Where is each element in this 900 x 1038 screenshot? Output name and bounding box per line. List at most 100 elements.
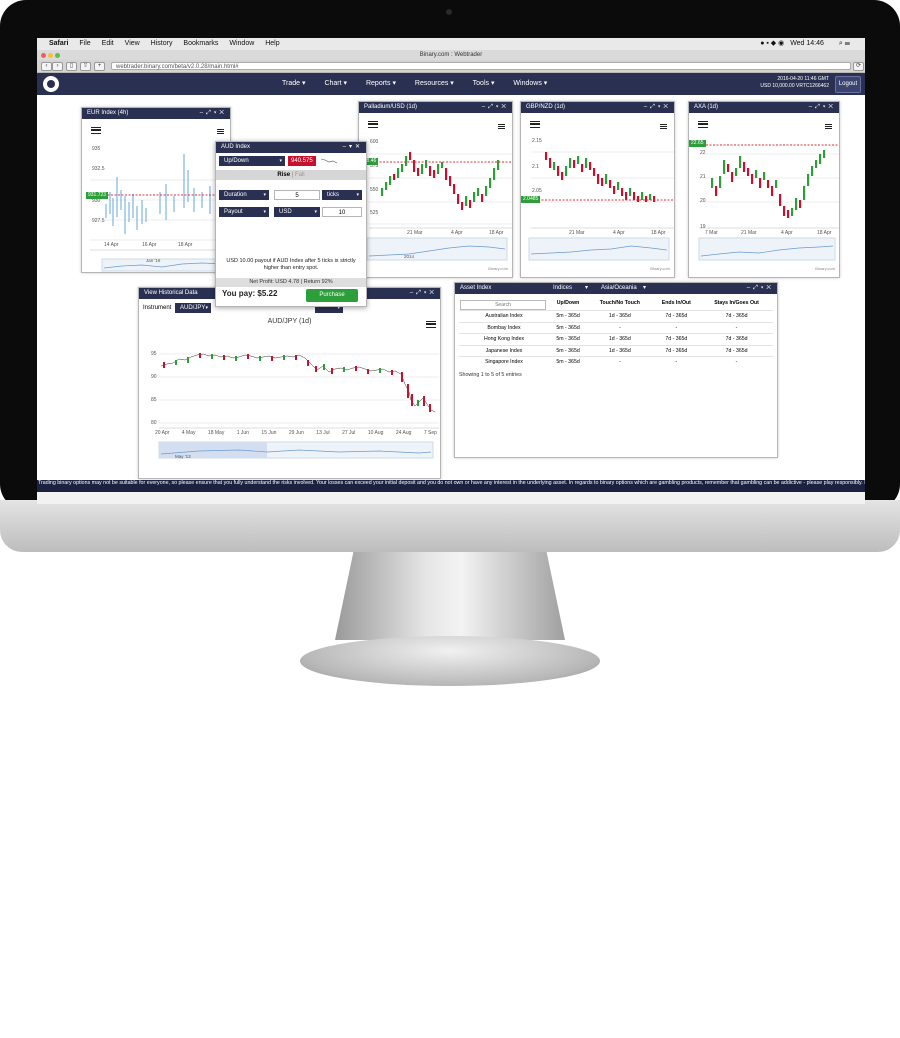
- x-tick: 21 Mar: [741, 230, 757, 236]
- sidebar-icon[interactable]: ▯: [66, 62, 77, 71]
- main-menu: Trade ▾ Chart ▾ Reports ▾ Resources ▾ To…: [282, 73, 564, 95]
- menu-icon[interactable]: [368, 121, 378, 128]
- reader-icon[interactable]: ⟳: [853, 62, 864, 71]
- duration-dropdown[interactable]: Duration: [219, 190, 269, 200]
- eur-index-chart[interactable]: [82, 122, 230, 272]
- column-header[interactable]: Up/Down: [556, 300, 580, 306]
- asset-index-table: Up/Down Touch/No Touch Ends In/Out Stays…: [459, 296, 773, 368]
- y-tick: 2.05: [532, 188, 542, 194]
- window-controls-icon[interactable]: –▾✕: [342, 144, 363, 150]
- y-tick: 2.15: [532, 138, 542, 144]
- minimize-window-icon[interactable]: [48, 53, 53, 58]
- axa-candlestick-chart[interactable]: [689, 116, 839, 276]
- window-header[interactable]: AUD Index –▾✕: [216, 142, 366, 153]
- axa-chart-window: AXA (1d) –⤢▾✕ 22.65 22 21 20 19 7 Mar 21 …: [688, 101, 840, 278]
- rise-fall-tabs: Rise | Fall: [216, 170, 366, 180]
- price-series: [160, 353, 436, 413]
- forward-icon[interactable]: ›: [52, 62, 63, 71]
- rise-tab[interactable]: Rise: [277, 172, 291, 178]
- gbpnzd-chart-window: GBP/NZD (1d) –⤢▾✕ 2.15 2.1 2.05 2.0485 21…: [520, 101, 675, 278]
- payout-dropdown[interactable]: Payout: [219, 207, 269, 217]
- chart-options-icon[interactable]: [660, 124, 667, 129]
- market-filter-arrow-icon[interactable]: ▾: [585, 285, 589, 291]
- window-header[interactable]: GBP/NZD (1d) –⤢▾✕: [521, 102, 674, 113]
- amount-input[interactable]: 10: [322, 207, 362, 217]
- monitor-base: [300, 636, 600, 686]
- contract-type-dropdown[interactable]: Up/Down: [219, 156, 285, 166]
- search-icon[interactable]: ⌕ ☰: [838, 40, 850, 47]
- y-tick: 927.5: [92, 218, 105, 224]
- menu-icon[interactable]: [698, 121, 708, 128]
- chart-options-icon[interactable]: [825, 124, 832, 129]
- nav-chart[interactable]: Chart ▾: [324, 80, 348, 87]
- instrument-dropdown[interactable]: AUD/JPY: [175, 303, 211, 313]
- x-tick: 29 Jun: [288, 430, 304, 436]
- back-icon[interactable]: ‹: [41, 62, 52, 71]
- menu-help[interactable]: Help: [265, 40, 280, 47]
- chart-options-icon[interactable]: [498, 124, 505, 129]
- y-tick: 2.1: [532, 164, 539, 170]
- fall-tab[interactable]: Fall: [294, 172, 305, 178]
- nav-windows[interactable]: Windows ▾: [513, 80, 548, 87]
- market-filter-dropdown[interactable]: Indices: [553, 285, 573, 291]
- duration-unit-dropdown[interactable]: ticks: [322, 190, 362, 200]
- nav-trade[interactable]: Trade ▾: [282, 80, 306, 87]
- add-tab-icon[interactable]: +: [94, 62, 105, 71]
- timeframe-dropdown[interactable]: [315, 303, 343, 313]
- currency-dropdown[interactable]: USD: [274, 207, 320, 217]
- mac-menu-bar: Safari File Edit View History Bookmarks …: [37, 38, 865, 50]
- palladium-candlestick-chart[interactable]: [359, 116, 512, 276]
- address-bar[interactable]: webtrader.binary.com/beta/v2.0.28/main.h…: [111, 61, 851, 70]
- window-header[interactable]: AXA (1d) –⤢▾✕: [689, 102, 839, 113]
- window-controls-icon[interactable]: –⤢▾✕: [409, 290, 437, 296]
- column-header[interactable]: Ends In/Out: [661, 300, 691, 306]
- window-controls-icon[interactable]: –⤢▾✕: [481, 104, 509, 110]
- column-header[interactable]: Touch/No Touch: [599, 300, 640, 306]
- gbpnzd-candlestick-chart[interactable]: [521, 116, 674, 276]
- menu-history[interactable]: History: [150, 40, 173, 47]
- menu-icon[interactable]: [91, 127, 101, 134]
- menu-view[interactable]: View: [124, 40, 140, 47]
- nav-reports[interactable]: Reports ▾: [365, 80, 396, 87]
- purchase-button[interactable]: Purchase: [306, 289, 358, 302]
- x-tick: 4 Apr: [613, 230, 625, 236]
- window-title: EUR Index (4h): [87, 110, 129, 116]
- menu-file[interactable]: File: [79, 40, 91, 47]
- credit: Binary.com: [488, 266, 508, 271]
- historical-candlestick-chart[interactable]: [139, 326, 440, 476]
- menu-bookmarks[interactable]: Bookmarks: [183, 40, 219, 47]
- net-profit: Net Profit: USD 4.78 | Return 92%: [216, 278, 366, 287]
- current-price-label: 22.65: [689, 140, 706, 147]
- menu-icon[interactable]: [426, 321, 436, 328]
- chart-options-icon[interactable]: [217, 129, 224, 134]
- window-header[interactable]: Palladium/USD (1d) –⤢▾✕: [359, 102, 512, 113]
- window-header[interactable]: EUR Index (4h) –⤢▾✕: [82, 108, 230, 119]
- menu-icon[interactable]: [530, 121, 540, 128]
- instrument-label: Instrument: [143, 305, 172, 311]
- binary-logo-icon[interactable]: [43, 76, 59, 92]
- x-tick: 18 Apr: [817, 230, 832, 236]
- window-controls-icon[interactable]: –⤢▾✕: [643, 104, 671, 110]
- x-axis-ticks: 20 Apr 4 May 18 May 1 Jun 15 Jun 29 Jun 13 Jul…: [155, 430, 437, 436]
- region-filter-dropdown[interactable]: Asia/Oceania: [601, 285, 637, 291]
- menu-window[interactable]: Window: [229, 40, 255, 47]
- region-filter-arrow-icon[interactable]: ▾: [643, 285, 647, 291]
- account-info: 2016-04-20 11:46 GMT USD 10,000.00 VRTC1…: [759, 76, 829, 90]
- zoom-window-icon[interactable]: [55, 53, 60, 58]
- window-controls-icon[interactable]: –⤢▾✕: [808, 104, 836, 110]
- search-input[interactable]: [460, 300, 546, 310]
- mac-app-name[interactable]: Safari: [49, 40, 69, 47]
- column-header[interactable]: Stays In/Goes Out: [714, 300, 759, 306]
- account-id: VRTC1266462: [796, 83, 829, 89]
- window-controls-icon[interactable]: –⤢▾✕: [746, 285, 774, 291]
- window-header[interactable]: Asset Index Indices ▾ Asia/Oceania ▾ –⤢▾…: [455, 283, 777, 294]
- logout-button[interactable]: Logout: [835, 76, 861, 93]
- share-icon[interactable]: ⇧: [80, 62, 91, 71]
- menu-edit[interactable]: Edit: [101, 40, 114, 47]
- duration-input[interactable]: 5: [274, 190, 320, 200]
- x-tick: 15 Jun: [261, 430, 277, 436]
- window-controls-icon[interactable]: –⤢▾✕: [199, 110, 227, 116]
- nav-tools[interactable]: Tools ▾: [472, 80, 495, 87]
- close-window-icon[interactable]: [41, 53, 46, 58]
- nav-resources[interactable]: Resources ▾: [414, 80, 454, 87]
